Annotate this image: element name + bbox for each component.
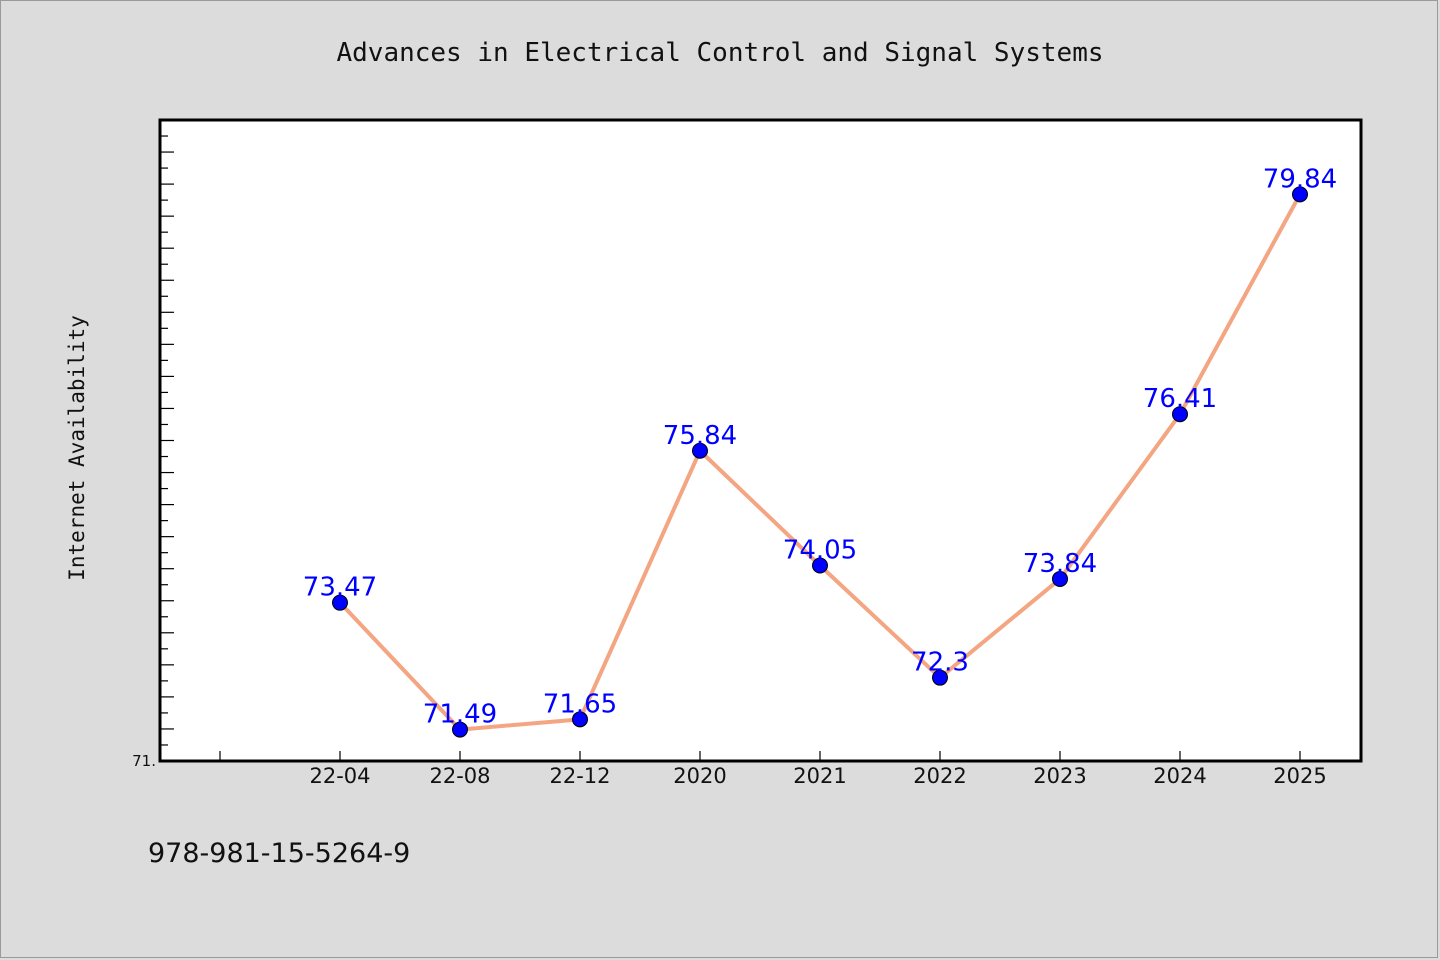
- data-point: [1172, 406, 1188, 423]
- data-point: [572, 711, 588, 728]
- data-label: 76.41: [1143, 384, 1217, 414]
- data-point: [932, 669, 948, 686]
- x-tick-label: 22-08: [429, 764, 490, 788]
- data-label: 72.3: [911, 648, 969, 678]
- series-layer: 73.47 71.49 71.65 75.84 74.05 72.3 73.84 76.41 7…: [303, 164, 1337, 738]
- x-tick-label: 2025: [1273, 764, 1326, 788]
- plot-area: [158, 118, 1363, 763]
- x-tick-label: 2023: [1033, 764, 1086, 788]
- footnote: 978-981-15-5264-9: [148, 838, 410, 869]
- y-axis-ticks: 71.: [132, 119, 174, 770]
- y-axis-label: Internet Availability: [65, 315, 89, 581]
- data-label: 79.84: [1263, 164, 1337, 194]
- data-point: [1052, 570, 1068, 587]
- x-tick-label: 2022: [913, 764, 966, 788]
- data-label: 75.84: [663, 421, 737, 451]
- chart-title: Advances in Electrical Control and Signa…: [336, 38, 1103, 68]
- x-tick-label: 2021: [793, 764, 846, 788]
- data-label: 73.47: [303, 573, 377, 603]
- data-point: [332, 594, 348, 611]
- x-axis-ticks: 22-04 22-08 22-12 2020 2021 2022 2023 2024 2025: [219, 751, 1327, 788]
- x-tick-label: 2020: [673, 764, 726, 788]
- x-tick-label: 22-04: [309, 764, 370, 788]
- data-label: 73.84: [1023, 549, 1097, 579]
- data-label: 71.49: [423, 700, 497, 730]
- data-label: 74.05: [783, 535, 857, 565]
- data-label: 71.65: [543, 689, 617, 719]
- data-point: [692, 442, 708, 459]
- x-tick-label: 22-12: [549, 764, 610, 788]
- data-point: [812, 557, 828, 574]
- data-point: [1292, 186, 1308, 203]
- x-tick-label: 2024: [1153, 764, 1206, 788]
- y-tick-label: 71.: [132, 752, 156, 770]
- data-point: [452, 721, 468, 738]
